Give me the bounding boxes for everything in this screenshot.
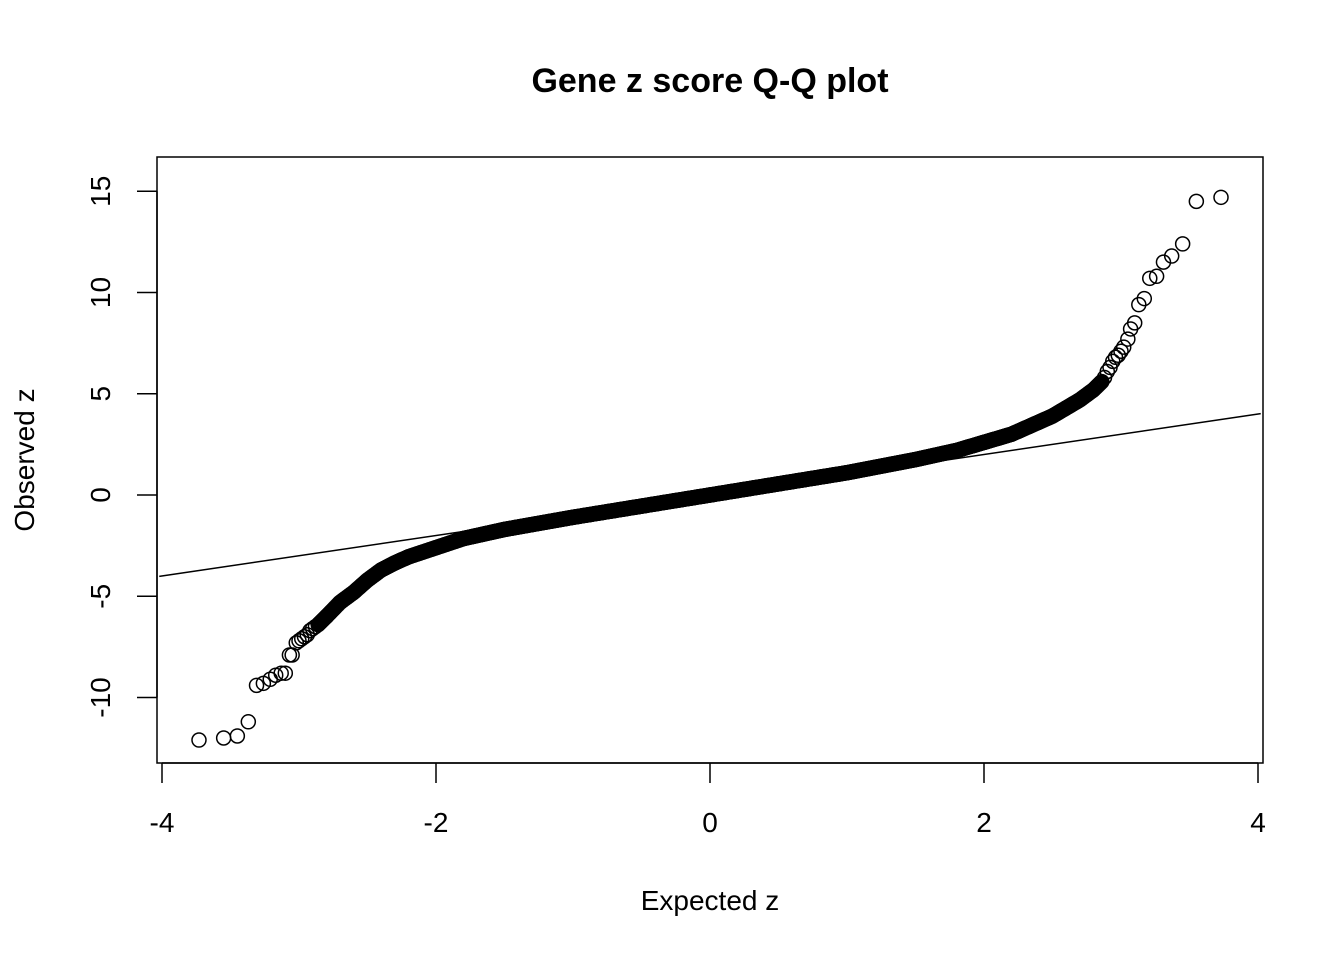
data-point xyxy=(248,677,265,694)
data-point xyxy=(1148,268,1165,285)
data-point xyxy=(1122,321,1139,337)
data-point xyxy=(1090,377,1107,393)
data-point xyxy=(240,714,257,730)
x-tick-label: 4 xyxy=(1250,807,1266,838)
data-point xyxy=(1115,339,1132,355)
data-point xyxy=(1120,331,1136,347)
data-point xyxy=(215,730,232,746)
data-point xyxy=(229,728,246,744)
y-tick-label: 5 xyxy=(85,386,116,402)
data-point xyxy=(1136,290,1153,307)
data-point xyxy=(296,629,313,645)
y-tick-label: -10 xyxy=(85,677,116,717)
data-point xyxy=(1093,374,1109,391)
x-axis-label: Expected z xyxy=(641,885,780,916)
data-point xyxy=(1163,248,1180,264)
data-point xyxy=(1092,375,1108,391)
plot-frame xyxy=(156,156,1264,764)
data-point xyxy=(1213,189,1229,206)
data-point xyxy=(291,633,307,649)
data-point xyxy=(1142,270,1158,287)
data-point xyxy=(1094,373,1110,390)
y-tick-label: 10 xyxy=(85,277,116,308)
y-tick-label: -5 xyxy=(85,584,116,609)
data-point xyxy=(1188,193,1205,210)
data-point xyxy=(1089,378,1105,395)
x-tick-label: -4 xyxy=(150,807,175,838)
y-tick-label: 15 xyxy=(85,176,116,207)
data-point xyxy=(288,635,305,651)
x-tick-label: 0 xyxy=(702,807,718,838)
data-point xyxy=(273,665,289,681)
data-point xyxy=(191,732,207,748)
data-points xyxy=(191,189,1229,748)
data-point xyxy=(1131,296,1147,313)
y-axis: -10 -5 0 5 10 15 xyxy=(85,176,158,718)
data-point xyxy=(1174,236,1191,252)
data-point xyxy=(299,626,315,643)
chart-title: Gene z score Q-Q plot xyxy=(531,62,888,100)
y-axis-label: Observed z xyxy=(9,388,40,531)
data-point xyxy=(1088,379,1104,396)
data-point xyxy=(277,665,294,681)
x-tick-label: -2 xyxy=(424,807,449,838)
data-point xyxy=(1110,347,1127,364)
data-point xyxy=(1155,254,1172,270)
data-point xyxy=(1089,377,1106,394)
data-point xyxy=(1113,343,1129,359)
data-point xyxy=(1091,376,1108,392)
data-point xyxy=(293,631,310,647)
y-tick-label: 0 xyxy=(85,487,116,503)
x-axis: -4 -2 0 2 4 xyxy=(150,762,1266,838)
x-tick-label: 2 xyxy=(976,807,992,838)
